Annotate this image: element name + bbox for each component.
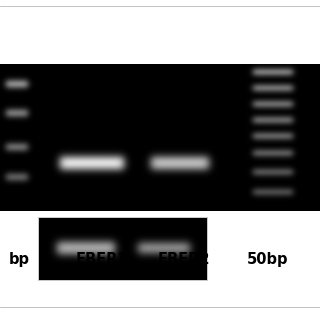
Text: 50bp: 50bp [246, 252, 288, 267]
Text: EBER1: EBER1 [76, 252, 129, 267]
Text: bp: bp [9, 252, 30, 267]
Text: C: C [310, 65, 320, 79]
Text: EBER2: EBER2 [158, 252, 210, 267]
